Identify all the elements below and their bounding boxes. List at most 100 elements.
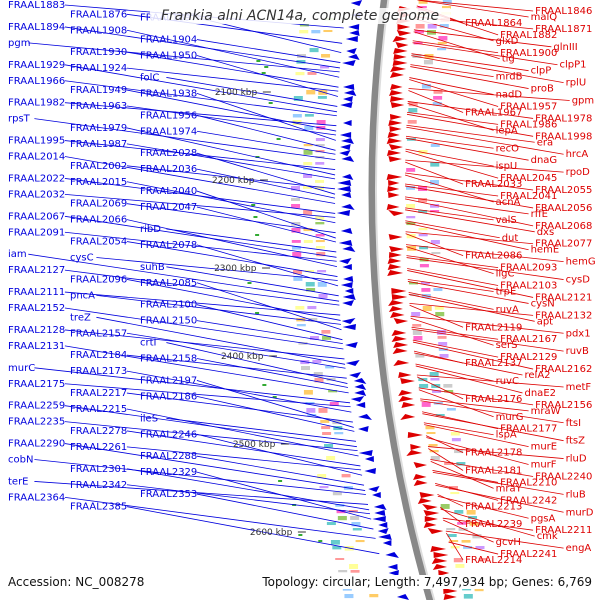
content-track: [429, 372, 439, 377]
gene-label-right: FRAAL1967: [465, 107, 522, 118]
gene-label-left: FRAAL1938: [140, 88, 197, 99]
gene-label-left: FRAAL1949: [70, 85, 127, 96]
content-track: [315, 222, 325, 225]
label-line-right: [428, 448, 464, 471]
label-line-right: [417, 0, 534, 12]
label-line-left: [126, 370, 352, 413]
content-track: [430, 240, 440, 245]
reverse-feature: [401, 402, 416, 408]
label-line-right: [420, 398, 529, 412]
content-track: [433, 90, 443, 94]
gene-label-left: pgm: [8, 38, 30, 49]
reverse-feature: [386, 204, 400, 210]
gene-label-right: murG: [496, 412, 524, 423]
label-line-left: [28, 253, 340, 302]
reverse-feature: [388, 306, 403, 312]
forward-feature: [339, 150, 351, 156]
reverse-feature: [388, 156, 402, 162]
forward-feature: [372, 516, 386, 522]
forward-feature: [385, 552, 399, 558]
label-line-left: [196, 493, 374, 530]
content-track: [468, 516, 478, 520]
gene-label-left: FRAAL2235: [8, 417, 65, 428]
content-track: [314, 378, 324, 383]
gene-label-right: gpm: [572, 96, 594, 107]
forward-feature: [342, 294, 356, 300]
gene-label-left: FRAAL1966: [8, 76, 65, 87]
content-track: [306, 90, 316, 95]
reverse-feature: [390, 66, 407, 72]
label-line-right: [405, 137, 529, 161]
label-line-left: [64, 80, 337, 117]
label-line-left: [196, 455, 365, 486]
label-line-right: [442, 517, 534, 531]
scale-tick-label: 2200 kbp: [212, 176, 255, 186]
label-line-left: [196, 282, 342, 331]
content-track: [427, 24, 437, 29]
content-track: [309, 48, 319, 53]
content-track: [450, 492, 460, 495]
content-track: [430, 180, 440, 185]
gene-label-left: folC: [140, 72, 159, 83]
gc-marker: [255, 156, 260, 158]
label-line-right: [405, 207, 494, 221]
gene-label-right: FRAAL1986: [500, 119, 557, 130]
gene-label-right: hemE: [531, 245, 560, 256]
reverse-feature: [413, 462, 428, 468]
label-line-left: [126, 241, 338, 277]
gene-label-right: FRAAL2137: [465, 358, 522, 369]
gc-marker: [298, 534, 303, 536]
content-track: [332, 492, 342, 496]
forward-feature: [354, 390, 367, 396]
gene-label-right: FRAAL1998: [535, 131, 592, 142]
forward-feature: [348, 24, 360, 30]
backbone-layer: [368, 0, 436, 600]
content-track: [456, 462, 466, 466]
reverse-feature: [433, 552, 449, 558]
reverse-feature: [386, 150, 402, 156]
gc-marker: [264, 66, 269, 68]
gene-label-right: rluB: [566, 489, 586, 500]
content-track: [421, 84, 431, 89]
label-line-right: [430, 459, 534, 477]
gene-label-left: FRAAL1908: [70, 25, 127, 36]
reverse-feature: [419, 492, 435, 498]
forward-feature: [341, 138, 354, 144]
content-track: [453, 558, 463, 563]
content-track: [406, 216, 416, 219]
label-lines: [28, 0, 570, 561]
label-line-right: [443, 519, 494, 543]
gene-label-right: ftsZ: [566, 436, 585, 447]
reverse-feature: [410, 444, 422, 450]
gene-label-left: FRAAL2078: [140, 240, 197, 251]
scale-tick-label: 2400 kbp: [221, 352, 264, 362]
gene-label-left: FRAAL2067: [8, 211, 65, 222]
forward-feature: [340, 282, 353, 288]
reverse-feature: [430, 546, 447, 552]
gene-label-right: FRAAL2103: [500, 281, 557, 292]
gene-label-right: FRAAL1846: [535, 6, 592, 17]
gene-label-right: relA2: [525, 370, 551, 381]
gene-label-right: clpP1: [560, 60, 587, 71]
label-line-left: [126, 279, 341, 321]
label-line-left: [64, 345, 349, 394]
content-track: [318, 408, 328, 413]
content-track: [442, 6, 452, 9]
label-line-left: [126, 430, 361, 467]
reverse-feature: [424, 516, 438, 522]
content-track: [466, 510, 476, 515]
label-line-left: [196, 395, 355, 432]
reverse-feature: [392, 348, 408, 354]
content-track: [305, 270, 315, 273]
gene-label-left: FRAAL1963: [70, 101, 127, 112]
gene-label-left: FRAAL2066: [70, 215, 127, 226]
content-track: [326, 456, 336, 461]
label-line-right: [413, 31, 500, 60]
label-line-left: [196, 304, 343, 341]
gene-label-right: FRAAL2181: [465, 466, 522, 477]
reverse-feature: [422, 504, 438, 510]
content-track: [316, 120, 326, 125]
label-line-left: [196, 114, 336, 151]
content-track: [432, 102, 442, 106]
label-line-left: [64, 269, 340, 306]
